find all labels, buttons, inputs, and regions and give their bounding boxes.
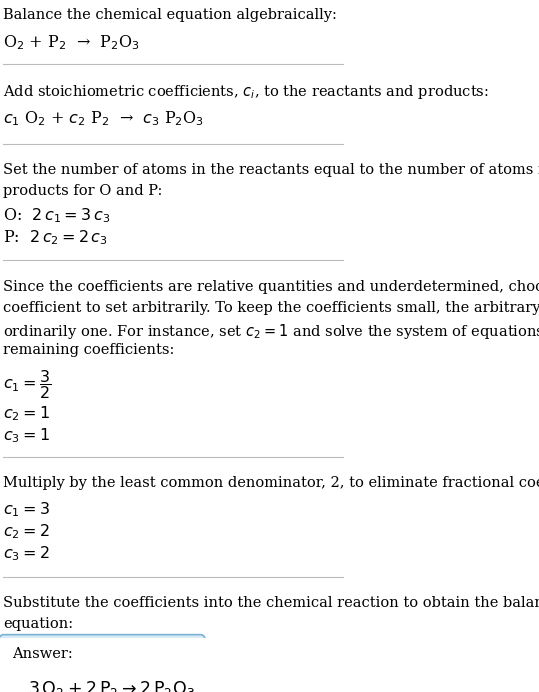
FancyBboxPatch shape — [0, 635, 206, 692]
Text: Substitute the coefficients into the chemical reaction to obtain the balanced: Substitute the coefficients into the che… — [3, 597, 539, 610]
Text: O:  $2\,c_1 = 3\,c_3$: O: $2\,c_1 = 3\,c_3$ — [3, 206, 110, 224]
Text: $c_1$ O$_2$ + $c_2$ P$_2$  →  $c_3$ P$_2$O$_3$: $c_1$ O$_2$ + $c_2$ P$_2$ → $c_3$ P$_2$O… — [3, 109, 204, 128]
Text: P:  $2\,c_2 = 2\,c_3$: P: $2\,c_2 = 2\,c_3$ — [3, 228, 108, 246]
Text: Since the coefficients are relative quantities and underdetermined, choose a: Since the coefficients are relative quan… — [3, 280, 539, 293]
Text: Add stoichiometric coefficients, $c_i$, to the reactants and products:: Add stoichiometric coefficients, $c_i$, … — [3, 83, 489, 101]
Text: O$_2$ + P$_2$  →  P$_2$O$_3$: O$_2$ + P$_2$ → P$_2$O$_3$ — [3, 33, 140, 52]
Text: products for O and P:: products for O and P: — [3, 184, 163, 198]
Text: ordinarily one. For instance, set $c_2 = 1$ and solve the system of equations fo: ordinarily one. For instance, set $c_2 =… — [3, 322, 539, 340]
Text: coefficient to set arbitrarily. To keep the coefficients small, the arbitrary va: coefficient to set arbitrarily. To keep … — [3, 300, 539, 315]
Text: Balance the chemical equation algebraically:: Balance the chemical equation algebraica… — [3, 8, 337, 21]
Text: $c_1 = 3$: $c_1 = 3$ — [3, 500, 50, 519]
Text: $c_3 = 1$: $c_3 = 1$ — [3, 426, 50, 445]
Text: $c_2 = 2$: $c_2 = 2$ — [3, 522, 50, 541]
Text: $c_1 = \dfrac{3}{2}$: $c_1 = \dfrac{3}{2}$ — [3, 367, 52, 401]
Text: Set the number of atoms in the reactants equal to the number of atoms in the: Set the number of atoms in the reactants… — [3, 163, 539, 176]
Text: remaining coefficients:: remaining coefficients: — [3, 343, 175, 356]
Text: Multiply by the least common denominator, 2, to eliminate fractional coefficient: Multiply by the least common denominator… — [3, 476, 539, 490]
Text: Answer:: Answer: — [12, 647, 73, 661]
Text: $c_3 = 2$: $c_3 = 2$ — [3, 545, 50, 563]
Text: $3\,\mathrm{O}_2 + 2\,\mathrm{P}_2 \rightarrow 2\,\mathrm{P}_2\mathrm{O}_3$: $3\,\mathrm{O}_2 + 2\,\mathrm{P}_2 \righ… — [27, 679, 195, 692]
Text: $c_2 = 1$: $c_2 = 1$ — [3, 404, 50, 423]
Text: equation:: equation: — [3, 617, 74, 631]
